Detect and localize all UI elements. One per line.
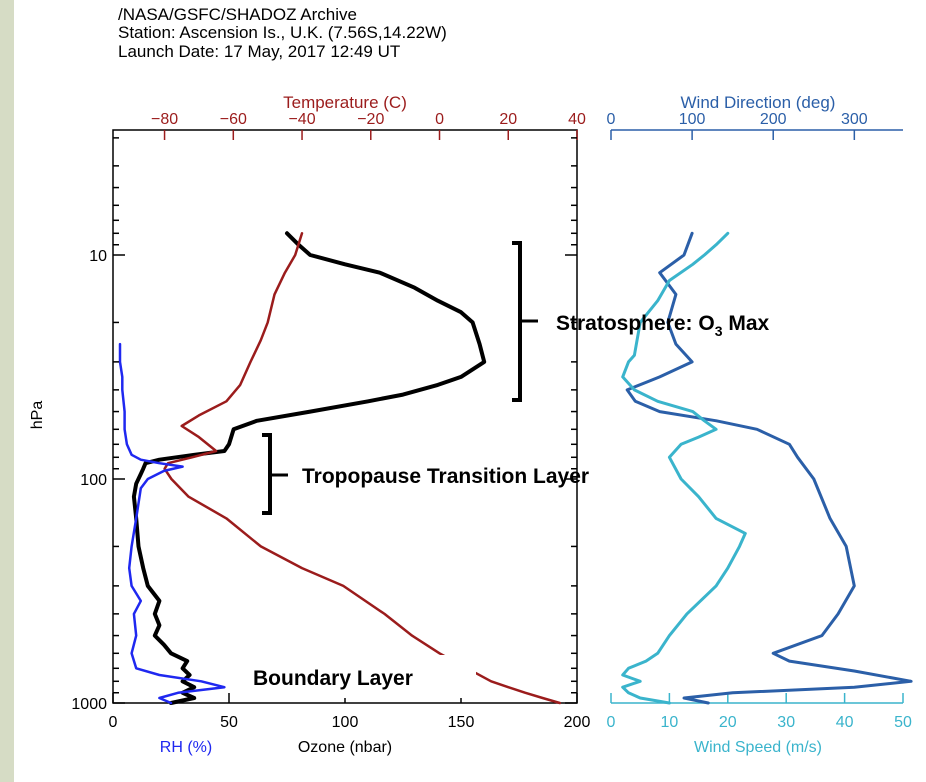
header-archive: /NASA/GSFC/SHADOZ Archive: [118, 5, 357, 24]
series-ozone-nbar: [131, 231, 487, 705]
right-bottom-tick-label: 20: [719, 714, 737, 731]
stratosphere-label: Stratosphere: O3 Max: [556, 312, 770, 339]
left-bottom-tick-label: 150: [448, 714, 475, 731]
right-top-tick-label: 100: [679, 111, 706, 128]
right-bottom-tick-label: 50: [894, 714, 912, 731]
series-wind-speed-m-s: [621, 231, 747, 705]
wind-direction-axis-label: Wind Direction (deg): [681, 93, 836, 112]
left-top-tick-label: 40: [568, 111, 586, 128]
tropopause-label: Tropopause Transition Layer: [302, 465, 589, 488]
series-rh: [118, 342, 226, 705]
right-bottom-tick-label: 30: [777, 714, 795, 731]
series-wind-direction-deg: [625, 231, 913, 705]
y-tick-label: 10: [89, 248, 107, 265]
wind-speed-axis-label: Wind Speed (m/s): [694, 739, 822, 756]
y-axis-label: hPa: [29, 401, 46, 430]
stratosphere-bracket: [512, 241, 522, 402]
boundary-label: Boundary Layer: [253, 667, 413, 690]
left-top-tick-label: −60: [220, 111, 247, 128]
left-top-tick-label: −40: [288, 111, 315, 128]
tropopause-bracket: [262, 433, 272, 515]
right-panel: 0 10 20 30 40 50 0 100 200 300 Wind Direction (deg…: [607, 93, 913, 756]
x-top-axis-label: Temperature (C): [283, 93, 407, 112]
right-bottom-tick-label: 10: [661, 714, 679, 731]
left-bottom-tick-label: 0: [109, 714, 118, 731]
left-top-tick-label: −20: [357, 111, 384, 128]
annotations: Stratosphere: O3 Max Tropopause Transiti…: [240, 241, 770, 698]
right-top-tick-label: 200: [760, 111, 787, 128]
left-top-tick-label: 0: [435, 111, 444, 128]
right-top-tick-label: 300: [841, 111, 868, 128]
left-bottom-tick-label: 100: [332, 714, 359, 731]
right-bottom-tick-label: 40: [836, 714, 854, 731]
rh-axis-label: RH (%): [160, 739, 212, 756]
left-frame: [112, 129, 578, 704]
header-launch-date: Launch Date: 17 May, 2017 12:49 UT: [118, 42, 400, 61]
left-bottom-tick-label: 50: [220, 714, 238, 731]
right-top-tick-label: 0: [607, 111, 616, 128]
left-top-tick-label: −80: [151, 111, 178, 128]
header-station: Station: Ascension Is., U.K. (7.56S,14.2…: [118, 23, 447, 42]
y-tick-label: 100: [80, 472, 107, 489]
x-bottom-axis-label: Ozone (nbar): [298, 739, 392, 756]
right-bottom-tick-label: 0: [607, 714, 616, 731]
left-bottom-tick-label: 200: [564, 714, 591, 731]
boundary-label-box: [240, 655, 476, 698]
left-top-tick-label: 20: [499, 111, 517, 128]
left-panel: 0 50 100 150 200 −80 −60 −40 −20 0 20 40 10 100 1000 hP…: [29, 93, 590, 756]
left-sidebar-stripe: [0, 0, 14, 782]
y-tick-label: 1000: [71, 696, 107, 713]
